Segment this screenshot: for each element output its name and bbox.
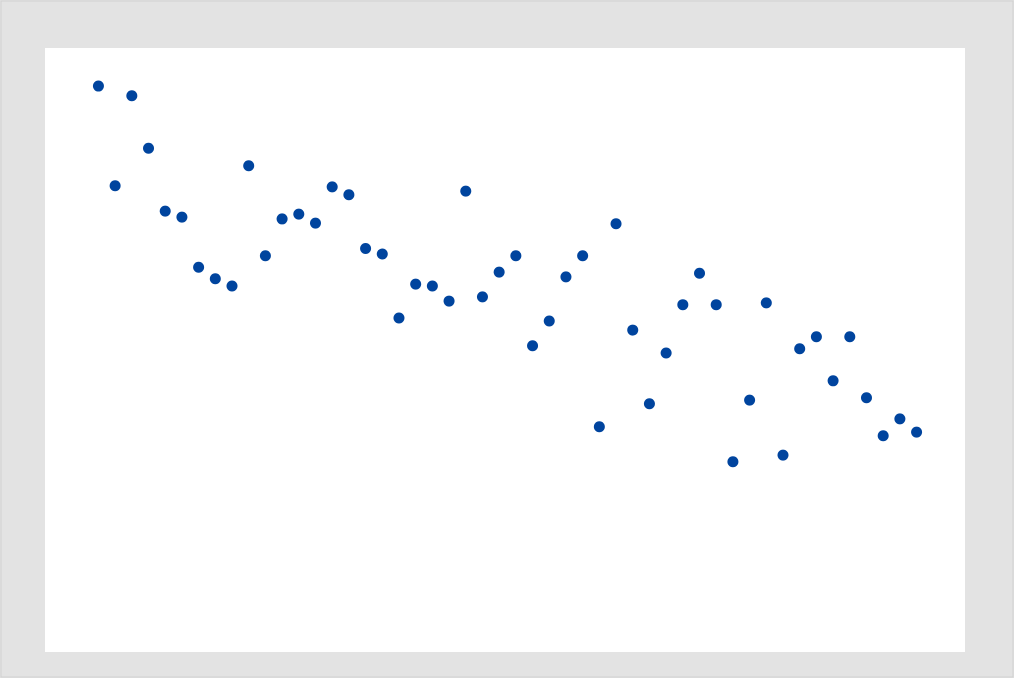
point xyxy=(360,243,372,255)
point xyxy=(760,297,772,309)
point xyxy=(643,398,655,410)
point xyxy=(794,343,806,355)
point xyxy=(860,392,872,404)
point xyxy=(343,189,355,201)
point xyxy=(159,205,171,217)
point xyxy=(527,340,539,352)
point xyxy=(844,331,856,343)
point xyxy=(677,299,689,311)
point xyxy=(543,315,555,327)
point xyxy=(593,421,605,433)
point xyxy=(176,211,188,223)
point xyxy=(209,273,221,285)
point xyxy=(226,280,238,292)
point xyxy=(410,278,422,290)
point xyxy=(259,250,271,262)
point xyxy=(460,185,472,197)
point xyxy=(92,80,104,92)
point xyxy=(894,413,906,425)
point xyxy=(443,295,455,307)
point xyxy=(877,430,889,442)
point xyxy=(610,218,622,230)
point xyxy=(309,217,321,229)
point xyxy=(710,299,722,311)
point xyxy=(827,375,839,387)
point xyxy=(326,181,338,193)
point xyxy=(293,208,305,220)
point xyxy=(577,250,589,262)
point xyxy=(426,280,438,292)
point xyxy=(476,291,488,303)
point xyxy=(694,267,706,279)
point xyxy=(660,347,672,359)
point xyxy=(493,266,505,278)
point xyxy=(627,324,639,336)
point xyxy=(243,160,255,172)
point xyxy=(744,394,756,406)
point xyxy=(510,250,522,262)
point xyxy=(911,426,923,438)
point xyxy=(109,180,121,192)
point xyxy=(777,449,789,461)
point xyxy=(276,213,288,225)
point xyxy=(193,261,205,273)
point xyxy=(393,312,405,324)
point xyxy=(376,248,388,260)
point xyxy=(126,90,138,102)
point xyxy=(727,456,739,468)
plot-area xyxy=(45,48,965,652)
point xyxy=(143,142,155,154)
point xyxy=(560,271,572,283)
point xyxy=(810,331,822,343)
